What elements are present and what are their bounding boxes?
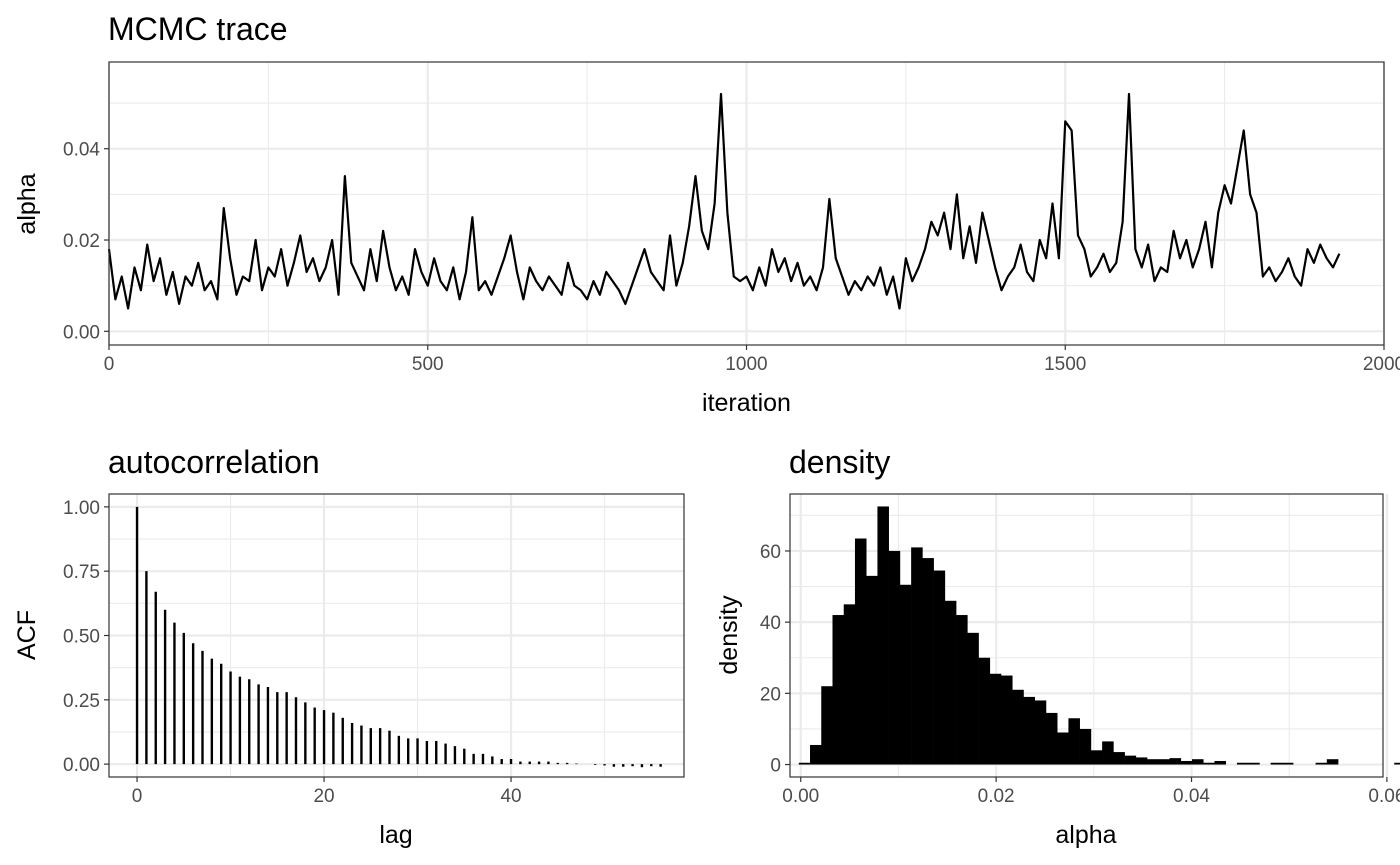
density-bar bbox=[877, 506, 889, 765]
acf-y-tick-label: 1.00 bbox=[63, 498, 100, 519]
density-panel: density alpha density 0.00 0.02 0.04 0.06 0 2… bbox=[715, 444, 1400, 849]
density-bar bbox=[1270, 762, 1283, 765]
acf-y-tick-label: 0.25 bbox=[63, 691, 100, 712]
acf-y-tick-label: 0.50 bbox=[63, 627, 100, 648]
acf-panel: autocorrelation lag ACF 0 20 40 0.00 0.25 0.5… bbox=[13, 444, 685, 849]
density-bar bbox=[989, 673, 1002, 765]
trace-title: MCMC trace bbox=[108, 11, 288, 47]
density-x-tick-label: 0.00 bbox=[782, 786, 819, 807]
density-bar bbox=[1034, 700, 1047, 765]
density-x-tick-label: 0.02 bbox=[978, 786, 1015, 807]
density-bar bbox=[821, 686, 833, 765]
acf-x-axis-title: lag bbox=[379, 821, 412, 849]
density-bar bbox=[1079, 728, 1092, 765]
trace-y-tick-label: 0.00 bbox=[63, 322, 100, 343]
density-bar bbox=[1068, 718, 1080, 765]
trace-x-axis-title: iteration bbox=[702, 389, 791, 417]
density-bar bbox=[1001, 675, 1013, 765]
density-panel-border bbox=[789, 493, 1384, 778]
density-bar bbox=[1394, 762, 1400, 765]
density-title: density bbox=[789, 444, 890, 480]
trace-y-tick-label: 0.04 bbox=[63, 140, 100, 161]
density-bar bbox=[1090, 750, 1103, 765]
density-bar bbox=[1236, 762, 1249, 765]
trace-x-tick-label: 2000 bbox=[1363, 354, 1400, 375]
density-bar bbox=[832, 615, 845, 765]
density-bar bbox=[1135, 757, 1148, 765]
density-bar bbox=[1192, 759, 1204, 765]
density-bar bbox=[899, 584, 912, 765]
trace-x-tick-label: 500 bbox=[412, 354, 444, 375]
trace-y-tick-label: 0.02 bbox=[63, 231, 100, 252]
trace-marks bbox=[107, 92, 1341, 310]
density-bar bbox=[1214, 760, 1227, 765]
density-bar bbox=[1102, 741, 1114, 765]
density-bar bbox=[1057, 732, 1069, 765]
trace-x-tick-label: 1000 bbox=[725, 354, 767, 375]
density-bar bbox=[1248, 762, 1260, 765]
acf-marks bbox=[135, 506, 662, 768]
acf-y-axis-title: ACF bbox=[13, 610, 41, 660]
density-bar bbox=[1147, 759, 1159, 765]
density-bar bbox=[888, 550, 901, 765]
acf-y-tick-label: 0.00 bbox=[63, 755, 100, 776]
trace-x-tick-label: 1500 bbox=[1044, 354, 1086, 375]
acf-x-tick-label: 0 bbox=[132, 786, 143, 807]
density-bar bbox=[1169, 758, 1182, 765]
acf-x-tick-label: 40 bbox=[500, 786, 521, 807]
trace-panel: MCMC trace iteration alpha 0 500 1000 1500 2… bbox=[13, 11, 1400, 417]
density-bar bbox=[1113, 752, 1125, 765]
density-bar bbox=[1203, 762, 1215, 765]
density-bar bbox=[911, 547, 923, 765]
density-bar bbox=[843, 604, 856, 765]
density-bar bbox=[956, 615, 968, 765]
density-bar bbox=[866, 575, 878, 765]
density-x-tick-label: 0.06 bbox=[1368, 786, 1400, 807]
density-x-tick-label: 0.04 bbox=[1173, 786, 1210, 807]
density-bar bbox=[1180, 760, 1193, 765]
density-bar bbox=[1326, 759, 1339, 765]
density-bar bbox=[854, 538, 867, 765]
density-bar bbox=[1045, 712, 1058, 765]
density-bar bbox=[944, 600, 957, 765]
density-bar bbox=[967, 632, 979, 765]
trace-y-axis-title: alpha bbox=[13, 173, 41, 234]
density-y-tick-label: 60 bbox=[760, 542, 781, 563]
density-y-axis-title: density bbox=[715, 595, 743, 675]
density-y-tick-label: 20 bbox=[760, 684, 781, 705]
density-bar bbox=[798, 762, 811, 765]
acf-y-tick-label: 0.75 bbox=[63, 562, 100, 583]
density-bar bbox=[978, 657, 991, 765]
density-x-axis-title: alpha bbox=[1055, 821, 1116, 849]
density-bar bbox=[1158, 759, 1170, 765]
density-bar bbox=[1281, 762, 1294, 765]
density-bar bbox=[933, 570, 946, 765]
density-marks bbox=[798, 506, 1400, 765]
density-y-tick-label: 0 bbox=[770, 756, 781, 777]
acf-title: autocorrelation bbox=[108, 444, 320, 480]
acf-x-tick-label: 20 bbox=[313, 786, 334, 807]
density-bar bbox=[922, 558, 934, 765]
density-bar bbox=[810, 744, 822, 765]
density-bar bbox=[1023, 696, 1036, 765]
density-y-tick-label: 40 bbox=[760, 613, 781, 634]
trace-x-tick-label: 0 bbox=[104, 354, 115, 375]
density-bar bbox=[1012, 689, 1024, 765]
density-bar bbox=[1315, 762, 1328, 765]
density-bar bbox=[1124, 755, 1137, 765]
trace-line bbox=[107, 92, 1341, 310]
